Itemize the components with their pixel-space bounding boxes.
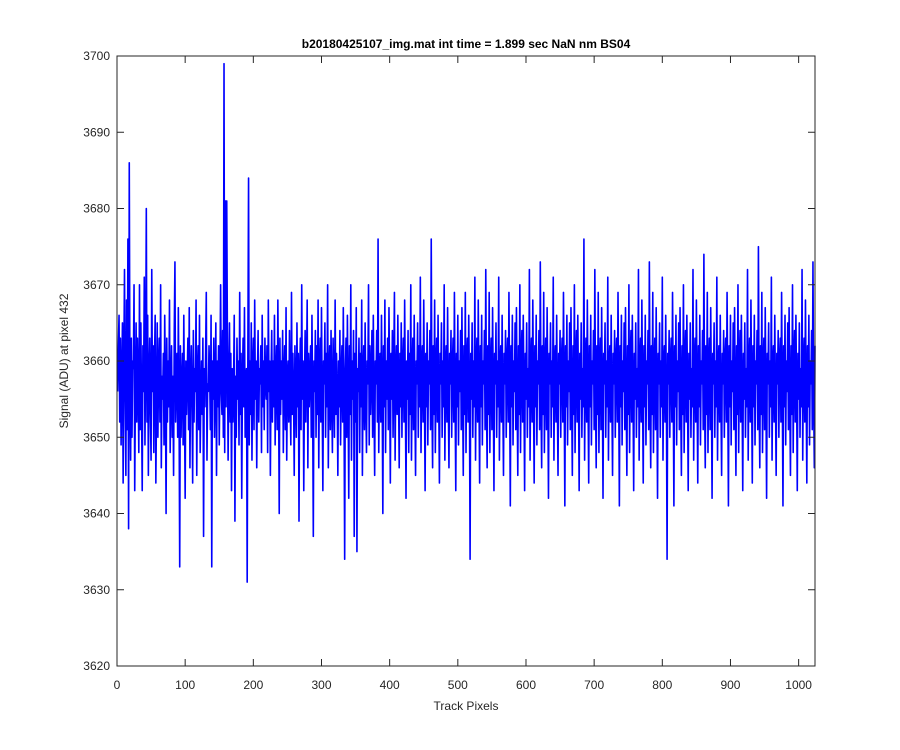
series-line [116, 62, 816, 583]
x-tick-label: 800 [652, 678, 672, 692]
x-tick-label: 200 [243, 678, 263, 692]
x-tick-label: 500 [448, 678, 468, 692]
x-tick-label: 400 [380, 678, 400, 692]
x-axis-label: Track Pixels [434, 699, 499, 713]
x-tick-label: 300 [311, 678, 331, 692]
y-axis-label: Signal (ADU) at pixel 432 [57, 293, 71, 428]
x-tick-label: 100 [175, 678, 195, 692]
y-tick-label: 3650 [83, 430, 110, 444]
y-tick-label: 3660 [83, 354, 110, 368]
y-tick-label: 3690 [83, 125, 110, 139]
x-tick-label: 700 [584, 678, 604, 692]
x-tick-label: 900 [720, 678, 740, 692]
y-tick-label: 3640 [83, 507, 110, 521]
y-tick-label: 3670 [83, 278, 110, 292]
x-tick-label: 1000 [785, 678, 812, 692]
chart-title: b20180425107_img.mat int time = 1.899 se… [302, 37, 631, 51]
ticks-layer: 0 100 200 300 400 500 600 700 800 900 1000 3620 3630… [83, 49, 815, 692]
y-tick-label: 3700 [83, 49, 110, 63]
x-tick-label: 600 [516, 678, 536, 692]
x-tick-label: 0 [114, 678, 121, 692]
y-tick-label: 3630 [83, 583, 110, 597]
y-tick-label: 3620 [83, 659, 110, 673]
plot-frame [116, 55, 816, 667]
y-tick-label: 3680 [83, 202, 110, 216]
series-layer [116, 62, 816, 583]
